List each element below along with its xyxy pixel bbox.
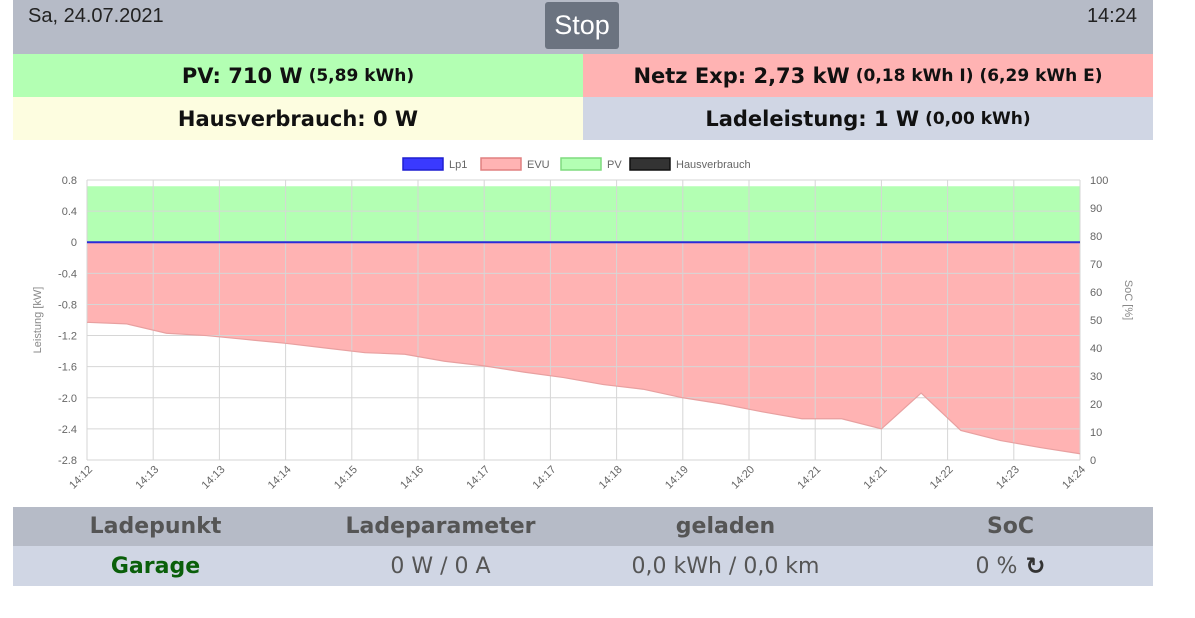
y2-tick-label: 50 bbox=[1090, 315, 1102, 327]
charge-table-header: Ladepunkt Ladeparameter geladen SoC bbox=[13, 507, 1153, 546]
header-soc: SoC bbox=[868, 507, 1153, 546]
y2-tick-label: 20 bbox=[1090, 399, 1102, 411]
x-tick-label: 14:15 bbox=[332, 464, 360, 492]
soc-cell: 0 % ↻ bbox=[868, 546, 1153, 586]
legend-label: EVU bbox=[527, 159, 550, 171]
y-tick-label: -0.8 bbox=[58, 299, 77, 311]
x-tick-label: 14:17 bbox=[464, 464, 492, 492]
power-chart: 0.80.40-0.4-0.8-1.2-1.6-2.0-2.4-2.810090… bbox=[13, 150, 1163, 505]
x-tick-label: 14:21 bbox=[862, 464, 890, 492]
y2-tick-label: 80 bbox=[1090, 231, 1102, 243]
y2-tick-label: 40 bbox=[1090, 343, 1102, 355]
x-tick-label: 14:21 bbox=[795, 464, 823, 492]
charged-amount: 0,0 kWh / 0,0 km bbox=[583, 546, 868, 586]
y-tick-label: -0.4 bbox=[58, 268, 77, 280]
y2-tick-label: 10 bbox=[1090, 427, 1102, 439]
house-consumption-summary: Hausverbrauch: 0 W bbox=[13, 97, 583, 140]
y-tick-label: -2.8 bbox=[58, 455, 77, 467]
y2-tick-label: 30 bbox=[1090, 371, 1102, 383]
date-display: Sa, 24.07.2021 bbox=[28, 5, 164, 28]
legend-label: PV bbox=[607, 159, 622, 171]
y2-tick-label: 100 bbox=[1090, 175, 1108, 187]
charge-power-summary: Ladeleistung: 1 W (0,00 kWh) bbox=[583, 97, 1153, 140]
y-tick-label: -1.2 bbox=[58, 331, 77, 343]
legend-swatch bbox=[481, 158, 521, 170]
x-tick-label: 14:12 bbox=[67, 464, 95, 492]
charge-power: Ladeleistung: 1 W bbox=[705, 107, 919, 131]
x-tick-label: 14:18 bbox=[597, 464, 625, 492]
refresh-icon[interactable]: ↻ bbox=[1025, 552, 1045, 580]
legend-label: Hausverbrauch bbox=[676, 159, 751, 171]
charge-energy: (0,00 kWh) bbox=[925, 109, 1031, 129]
x-tick-label: 14:22 bbox=[928, 464, 956, 492]
pv-energy: (5,89 kWh) bbox=[309, 66, 415, 86]
x-tick-label: 14:20 bbox=[729, 464, 757, 492]
pv-power: PV: 710 W bbox=[182, 64, 303, 88]
grid-summary: Netz Exp: 2,73 kW (0,18 kWh I) (6,29 kWh… bbox=[583, 54, 1153, 97]
top-header: Sa, 24.07.2021 Stop 14:24 bbox=[13, 0, 1153, 54]
y-axis-label: Leistung [kW] bbox=[32, 287, 44, 354]
chargepoint-name[interactable]: Garage bbox=[13, 546, 298, 586]
x-tick-label: 14:23 bbox=[994, 464, 1022, 492]
y-tick-label: 0 bbox=[71, 237, 77, 249]
charge-parameters: 0 W / 0 A bbox=[298, 546, 583, 586]
y-tick-label: -2.0 bbox=[58, 393, 77, 405]
time-display: 14:24 bbox=[1087, 5, 1137, 28]
x-tick-label: 14:13 bbox=[200, 464, 228, 492]
y2-tick-label: 60 bbox=[1090, 287, 1102, 299]
x-tick-label: 14:24 bbox=[1060, 464, 1088, 492]
pv-area bbox=[87, 186, 1080, 242]
grid-power: Netz Exp: 2,73 kW bbox=[633, 64, 849, 88]
legend-swatch bbox=[630, 158, 670, 170]
y-tick-label: -1.6 bbox=[58, 362, 77, 374]
soc-value: 0 % bbox=[975, 554, 1017, 579]
y-tick-label: 0.8 bbox=[62, 175, 77, 187]
table-row: Garage 0 W / 0 A 0,0 kWh / 0,0 km 0 % ↻ bbox=[13, 546, 1153, 586]
y2-tick-label: 90 bbox=[1090, 203, 1102, 215]
y2-tick-label: 70 bbox=[1090, 259, 1102, 271]
legend-label: Lp1 bbox=[449, 159, 467, 171]
x-tick-label: 14:19 bbox=[663, 464, 691, 492]
y-tick-label: -2.4 bbox=[58, 424, 77, 436]
y2-tick-label: 0 bbox=[1090, 455, 1096, 467]
evu-area bbox=[87, 242, 1080, 454]
header-ladeparameter: Ladeparameter bbox=[298, 507, 583, 546]
house-consumption: Hausverbrauch: 0 W bbox=[178, 107, 418, 131]
pv-summary: PV: 710 W (5,89 kWh) bbox=[13, 54, 583, 97]
x-tick-label: 14:13 bbox=[133, 464, 161, 492]
y2-axis-label: SoC [%] bbox=[1122, 280, 1134, 320]
legend-swatch bbox=[403, 158, 443, 170]
header-geladen: geladen bbox=[583, 507, 868, 546]
x-tick-label: 14:17 bbox=[531, 464, 559, 492]
grid-energy: (0,18 kWh I) (6,29 kWh E) bbox=[856, 66, 1103, 86]
y-tick-label: 0.4 bbox=[62, 206, 77, 218]
header-ladepunkt: Ladepunkt bbox=[13, 507, 298, 546]
stop-button[interactable]: Stop bbox=[545, 2, 619, 49]
x-tick-label: 14:16 bbox=[398, 464, 426, 492]
legend-swatch bbox=[561, 158, 601, 170]
x-tick-label: 14:14 bbox=[266, 464, 294, 492]
